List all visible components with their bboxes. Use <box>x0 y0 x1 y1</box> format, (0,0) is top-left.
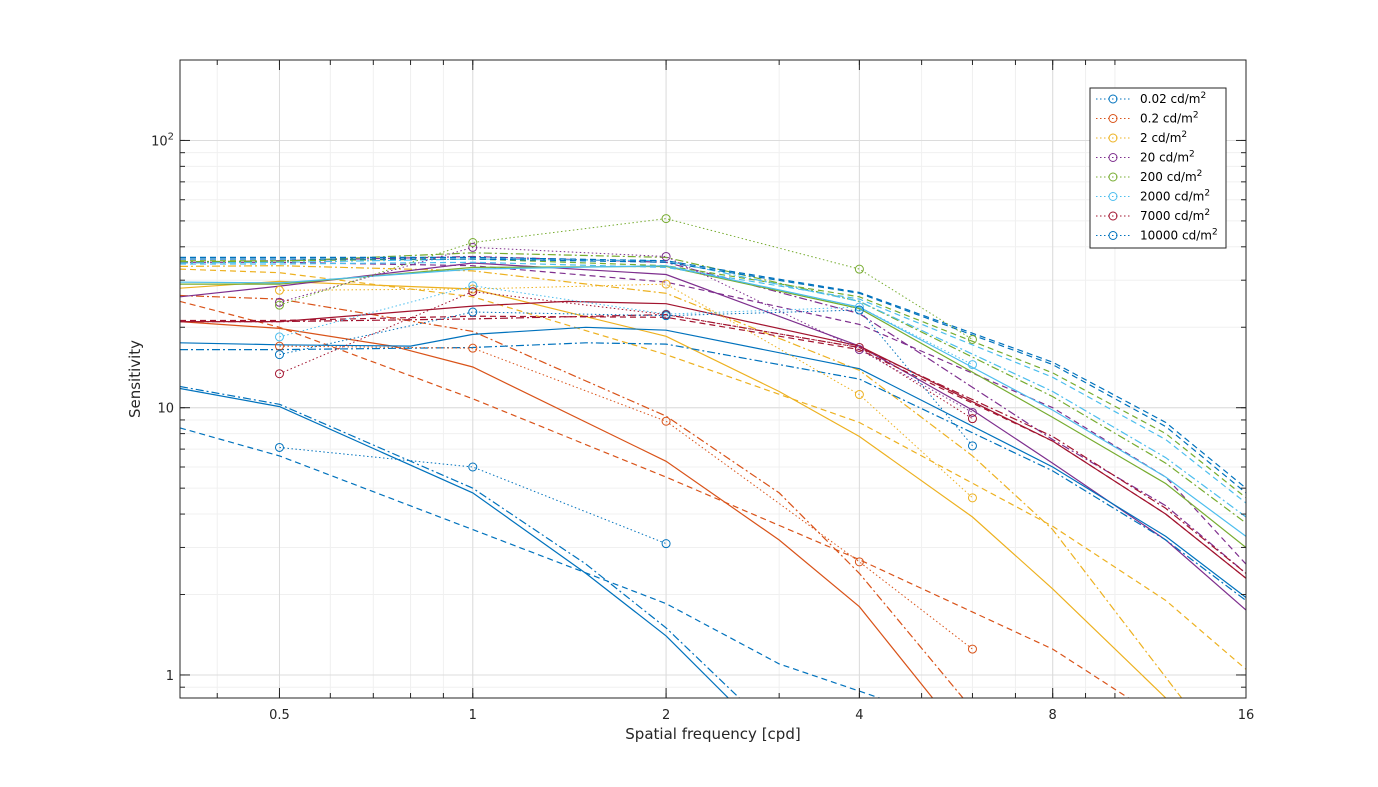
data-point <box>854 557 864 567</box>
y-tick-label: 1 <box>166 669 174 684</box>
legend-entry: 20 cd/m2 <box>1140 150 1195 165</box>
data-point <box>468 307 478 317</box>
model-curve <box>180 387 729 698</box>
model-curve <box>180 268 1246 670</box>
series-line <box>279 246 973 413</box>
data-point <box>661 279 671 289</box>
legend: 0.02 cd/m2 0.2 cd/m2 2 cd/m2 20 cd/m2 200 cd… <box>1089 87 1227 249</box>
data-point <box>274 297 284 307</box>
data-point <box>967 644 977 654</box>
model-curve <box>180 321 934 698</box>
data-point <box>661 251 671 261</box>
model-curve <box>180 313 1246 574</box>
legend-entry: 200 cd/m2 <box>1140 169 1202 184</box>
x-tick-label: 8 <box>1049 708 1057 723</box>
data-point <box>661 416 671 426</box>
model-curve <box>180 427 880 698</box>
model-curve <box>180 258 1246 494</box>
x-tick-label: 4 <box>855 708 863 723</box>
data-point <box>967 414 977 424</box>
model-curve <box>180 300 1129 698</box>
legend-marker <box>1108 114 1118 123</box>
model-curve <box>180 280 1167 698</box>
model-curve <box>180 326 1246 598</box>
model-curves <box>180 252 1246 698</box>
x-tick-label: 16 <box>1238 708 1255 723</box>
model-curve <box>180 265 1183 698</box>
series-line <box>279 447 667 545</box>
data-point <box>468 242 478 252</box>
legend-marker <box>1108 133 1118 143</box>
data-point <box>967 334 977 344</box>
series-line <box>279 291 973 420</box>
plot-frame <box>179 59 1247 699</box>
x-axis-label: Spatial frequency [cpd] <box>625 725 800 743</box>
series-line <box>279 283 973 499</box>
data-point <box>274 300 284 310</box>
data-series <box>274 214 977 654</box>
model-curve <box>180 385 740 698</box>
data-point <box>967 360 977 370</box>
model-curve <box>180 265 1246 537</box>
model-curve <box>180 256 1246 489</box>
legend-entry: 7000 cd/m2 <box>1140 208 1210 223</box>
model-curve <box>180 342 1246 601</box>
legend-entry: 2000 cd/m2 <box>1140 189 1210 204</box>
legend-marker <box>1108 172 1118 182</box>
x-tick-label: 1 <box>469 708 477 723</box>
data-point <box>661 311 671 321</box>
data-point <box>274 369 284 379</box>
legend-marker <box>1108 153 1118 162</box>
model-curve <box>180 265 1246 548</box>
y-axis-label: Sensitivity <box>126 340 144 418</box>
model-curve <box>180 261 1246 504</box>
data-point <box>967 407 977 417</box>
data-point <box>274 350 284 360</box>
model-curve <box>180 294 964 698</box>
grid <box>180 60 1247 698</box>
legend-entry: 2 cd/m2 <box>1140 130 1187 145</box>
y-tick-label: 102 <box>151 131 174 149</box>
data-point <box>854 305 864 315</box>
data-point <box>468 284 478 294</box>
model-curve <box>180 258 1246 499</box>
legend-marker <box>1108 211 1118 221</box>
data-point <box>468 462 478 472</box>
data-point <box>274 332 284 342</box>
axis-ticks: 0.5 1 2 4 8 16 1 10 102 <box>151 60 1254 723</box>
legend-marker <box>1108 94 1118 104</box>
legend-marker <box>1108 192 1118 201</box>
legend-marker <box>1108 231 1118 240</box>
data-point <box>854 342 864 352</box>
legend-entry: 10000 cd/m2 <box>1140 228 1218 243</box>
legend-entry: 0.02 cd/m2 <box>1140 91 1206 106</box>
data-point <box>274 285 284 295</box>
data-point <box>661 214 671 224</box>
data-point <box>661 539 671 549</box>
y-tick-label: 10 <box>157 402 174 417</box>
data-point <box>468 238 478 248</box>
data-point <box>274 442 284 452</box>
series-line <box>279 345 973 650</box>
model-curve <box>180 258 1246 518</box>
data-point <box>967 441 977 451</box>
axis-labels: Spatial frequency [cpd] Sensitivity <box>126 340 801 743</box>
legend-entry: 0.2 cd/m2 <box>1140 111 1199 126</box>
x-tick-label: 2 <box>662 708 670 723</box>
data-point <box>854 264 864 274</box>
plot-area <box>180 60 1246 698</box>
data-point <box>967 493 977 503</box>
model-curve <box>180 315 1246 579</box>
x-tick-label: 0.5 <box>269 708 290 723</box>
data-point <box>854 302 864 312</box>
data-point <box>854 390 864 400</box>
data-point <box>468 343 478 353</box>
data-point <box>468 287 478 297</box>
data-point <box>468 281 478 291</box>
series-line <box>279 285 973 366</box>
